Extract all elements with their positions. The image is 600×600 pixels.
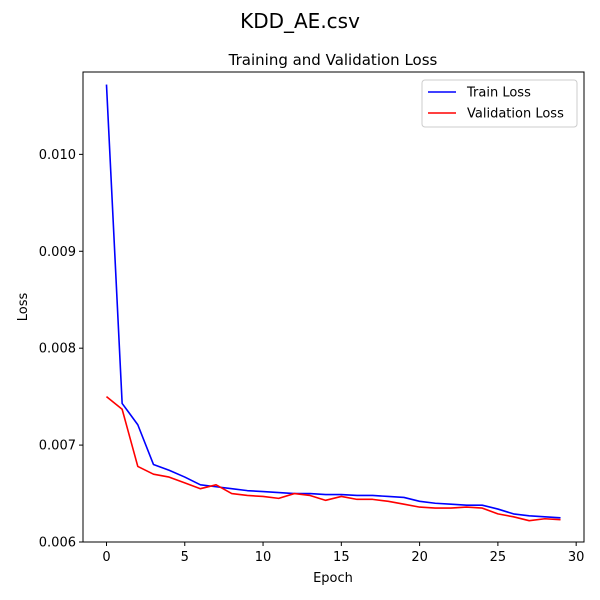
legend-entry: Train Loss [466, 86, 531, 101]
legend-entry: Validation Loss [467, 107, 564, 122]
series-line-0 [105, 84, 561, 519]
x-tick-label: 30 [568, 550, 585, 565]
figure-suptitle: KDD_AE.csv [240, 9, 360, 33]
y-tick-label: 0.007 [39, 439, 76, 454]
x-tick-label: 15 [333, 550, 350, 565]
x-axis-label: Epoch [313, 571, 353, 586]
chart-title: Training and Validation Loss [228, 51, 438, 69]
x-tick-label: 0 [102, 550, 110, 565]
legend: Train Loss Validation Loss [421, 79, 578, 128]
x-tick-label: 25 [490, 550, 507, 565]
y-tick-label: 0.008 [39, 342, 76, 357]
y-axis-ticks: 0.006 0.007 0.008 0.009 0.010 [39, 148, 83, 551]
plot-frame [82, 71, 585, 543]
y-axis-label: Loss [16, 293, 31, 322]
y-tick-label: 0.010 [39, 148, 76, 163]
series-line-1 [105, 396, 561, 522]
y-tick-label: 0.009 [39, 245, 76, 260]
x-tick-label: 5 [181, 550, 189, 565]
y-tick-label: 0.006 [39, 536, 76, 551]
x-tick-label: 20 [411, 550, 428, 565]
legend-box [421, 79, 578, 128]
x-tick-label: 10 [255, 550, 272, 565]
x-axis-ticks: 0 5 10 15 20 25 30 [102, 542, 584, 565]
plot-lines [105, 84, 561, 522]
